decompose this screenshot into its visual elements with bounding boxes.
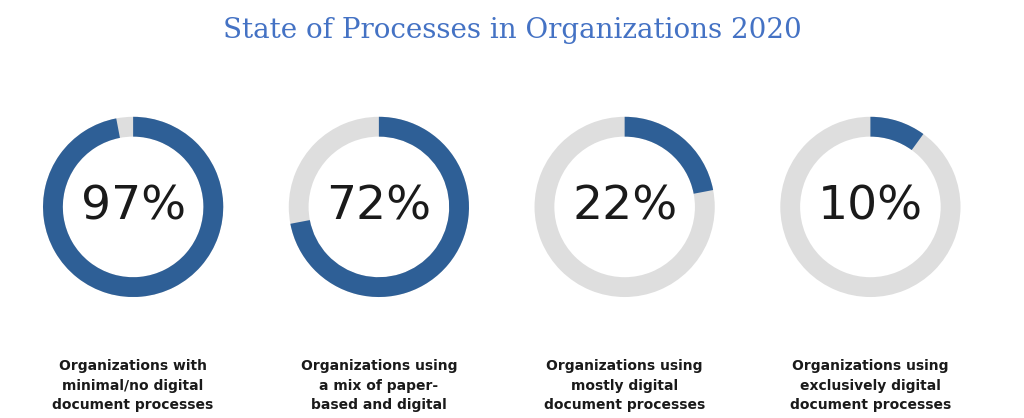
Wedge shape: [780, 117, 961, 297]
Text: State of Processes in Organizations 2020: State of Processes in Organizations 2020: [222, 17, 802, 44]
Text: Organizations using
exclusively digital
document processes: Organizations using exclusively digital …: [790, 359, 951, 413]
Wedge shape: [291, 117, 469, 297]
Text: Organizations with
minimal/no digital
document processes: Organizations with minimal/no digital do…: [52, 359, 214, 413]
Wedge shape: [43, 117, 223, 297]
Text: Organizations using
a mix of paper-
based and digital
processes: Organizations using a mix of paper- base…: [301, 359, 457, 418]
Text: 22%: 22%: [572, 184, 677, 229]
Wedge shape: [625, 117, 713, 194]
Text: 97%: 97%: [81, 184, 185, 229]
Wedge shape: [43, 117, 223, 297]
Wedge shape: [535, 117, 715, 297]
Wedge shape: [289, 117, 469, 297]
Text: Organizations using
mostly digital
document processes: Organizations using mostly digital docum…: [544, 359, 706, 413]
Text: 10%: 10%: [818, 184, 923, 229]
Wedge shape: [870, 117, 924, 150]
Text: 72%: 72%: [327, 184, 431, 229]
